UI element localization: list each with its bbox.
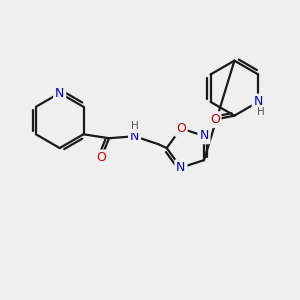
Text: N: N: [176, 161, 186, 174]
Text: H: H: [257, 107, 265, 117]
Text: O: O: [210, 113, 220, 126]
Text: O: O: [176, 122, 186, 135]
Text: O: O: [96, 152, 106, 164]
Text: N: N: [199, 129, 209, 142]
Text: H: H: [131, 122, 138, 131]
Text: N: N: [130, 130, 139, 143]
Text: N: N: [55, 87, 64, 100]
Text: N: N: [254, 95, 263, 108]
